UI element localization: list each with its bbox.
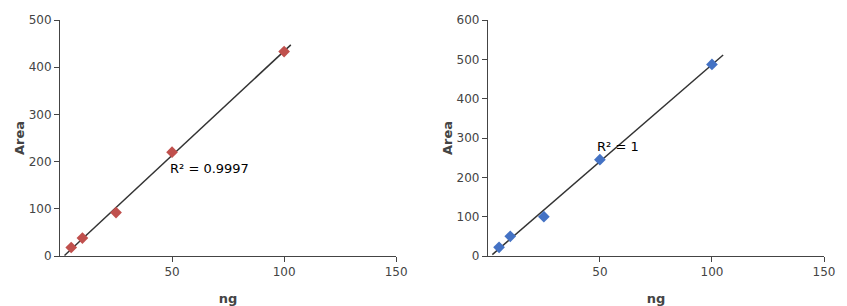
svg-text:300: 300 bbox=[457, 131, 480, 145]
svg-text:400: 400 bbox=[29, 60, 52, 74]
svg-text:150: 150 bbox=[813, 265, 836, 279]
svg-text:150: 150 bbox=[385, 265, 408, 279]
svg-text:100: 100 bbox=[29, 202, 52, 216]
svg-text:Area: Area bbox=[440, 121, 455, 155]
svg-text:200: 200 bbox=[29, 155, 52, 169]
svg-text:Area: Area bbox=[12, 121, 27, 155]
svg-text:200: 200 bbox=[457, 171, 480, 185]
svg-text:R² = 1: R² = 1 bbox=[597, 139, 639, 154]
svg-text:100: 100 bbox=[273, 265, 296, 279]
svg-text:600: 600 bbox=[457, 13, 480, 27]
svg-text:400: 400 bbox=[457, 92, 480, 106]
svg-text:300: 300 bbox=[29, 108, 52, 122]
svg-text:100: 100 bbox=[700, 265, 723, 279]
svg-text:ng: ng bbox=[219, 291, 238, 306]
svg-text:0: 0 bbox=[44, 249, 52, 263]
svg-text:500: 500 bbox=[457, 53, 480, 67]
svg-text:0: 0 bbox=[472, 249, 480, 263]
svg-text:500: 500 bbox=[29, 13, 52, 27]
svg-text:ng: ng bbox=[647, 291, 666, 306]
svg-text:50: 50 bbox=[592, 265, 607, 279]
svg-text:100: 100 bbox=[457, 210, 480, 224]
svg-text:R² = 0.9997: R² = 0.9997 bbox=[170, 161, 249, 176]
svg-text:50: 50 bbox=[164, 265, 179, 279]
